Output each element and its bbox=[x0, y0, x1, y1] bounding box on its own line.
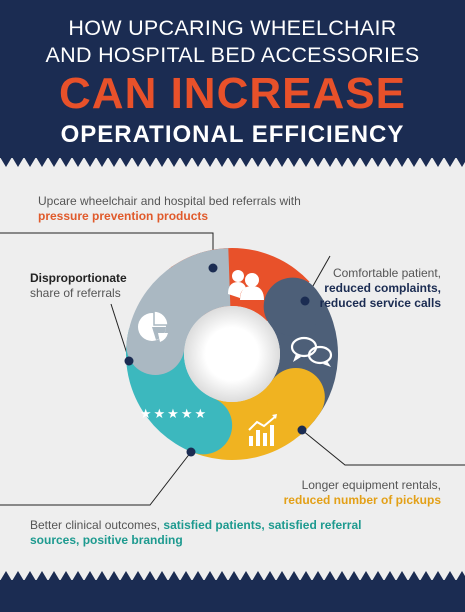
connector-lower-right bbox=[301, 429, 465, 466]
callout-bottom-bold: satisfied patients, satisfied referral s… bbox=[30, 518, 362, 547]
bar-chart-icon bbox=[248, 414, 277, 446]
header-banner: HOW UPCARING WHEELCHAIR AND HOSPITAL BED… bbox=[0, 0, 465, 158]
ring-segment-outcomes-cap bbox=[174, 396, 233, 455]
callout-left-text: share of referrals bbox=[30, 286, 121, 300]
connector-dots bbox=[124, 263, 310, 457]
callout-equipment-rentals: Longer equipment rentals, reduced number… bbox=[211, 478, 441, 508]
title-highlight: CAN INCREASE bbox=[59, 69, 406, 118]
footer-zigzag-edge bbox=[0, 571, 465, 581]
connector-bottom bbox=[0, 451, 192, 506]
title-line-3: OPERATIONAL EFFICIENCY bbox=[60, 121, 405, 148]
pie-chart-icon bbox=[138, 310, 169, 342]
title-line-2: AND HOSPITAL BED ACCESSORIES bbox=[45, 43, 420, 67]
callout-right-text: Comfortable patient, bbox=[332, 266, 441, 280]
footer-band bbox=[0, 580, 465, 612]
ring-center bbox=[184, 306, 280, 402]
stars-icon: ★★★★★ bbox=[140, 407, 208, 422]
callout-lower-right-text: Longer equipment rentals, bbox=[301, 478, 441, 492]
title-line-1: HOW UPCARING WHEELCHAIR bbox=[68, 16, 397, 40]
callout-left-bold: Disproportionate bbox=[30, 271, 127, 285]
dot-right bbox=[300, 296, 310, 306]
callout-bottom-text: Better clinical outcomes, bbox=[30, 518, 164, 532]
speech-bubbles-icon bbox=[290, 336, 333, 367]
callout-share-of-referrals: Disproportionate share of referrals bbox=[30, 271, 190, 301]
callout-top-text: Upcare wheelchair and hospital bed refer… bbox=[38, 194, 301, 208]
ring-segment-rentals-cap bbox=[266, 368, 325, 427]
header-zigzag-edge bbox=[0, 157, 465, 167]
people-icon bbox=[228, 270, 264, 300]
dot-left bbox=[124, 356, 134, 366]
callout-lower-right-bold: reduced number of pickups bbox=[283, 493, 441, 507]
callout-clinical-outcomes: Better clinical outcomes, satisfied pati… bbox=[30, 518, 370, 548]
ring-segment-comfort-cap bbox=[263, 277, 322, 336]
callout-comfortable-patient: Comfortable patient, reduced complaints,… bbox=[311, 266, 441, 311]
callout-pressure-prevention: Upcare wheelchair and hospital bed refer… bbox=[38, 194, 338, 224]
dot-lower-right bbox=[297, 425, 307, 435]
connector-left bbox=[110, 303, 130, 361]
callout-right-bold: reduced complaints, reduced service call… bbox=[319, 281, 441, 310]
dot-bottom bbox=[186, 447, 196, 457]
dot-top bbox=[208, 263, 218, 273]
callout-top-bold: pressure prevention products bbox=[38, 209, 209, 223]
